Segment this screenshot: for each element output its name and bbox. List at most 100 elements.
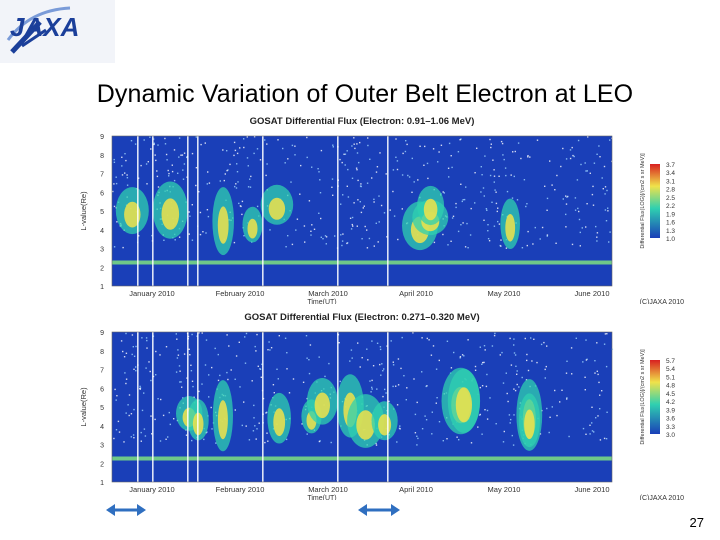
noise-speck: [506, 392, 508, 395]
noise-speck: [249, 178, 251, 180]
noise-speck: [341, 244, 343, 247]
noise-speck: [341, 161, 343, 164]
noise-speck: [543, 341, 545, 344]
double-arrow-icon: [358, 504, 400, 516]
noise-speck: [578, 210, 580, 213]
noise-speck: [455, 206, 457, 209]
noise-speck: [375, 171, 378, 173]
noise-speck: [239, 386, 241, 388]
noise-speck: [438, 151, 440, 153]
noise-speck: [373, 198, 375, 200]
noise-speck: [381, 363, 383, 365]
noise-speck: [175, 371, 178, 373]
noise-speck: [514, 150, 516, 153]
noise-speck: [344, 153, 347, 155]
noise-speck: [113, 161, 116, 163]
noise-speck: [191, 439, 193, 442]
noise-speck: [125, 382, 127, 385]
noise-speck: [400, 367, 402, 370]
colorbar-tick-label: 5.4: [666, 366, 675, 373]
noise-speck: [253, 152, 255, 155]
noise-speck: [355, 167, 358, 169]
y-tick-label: 3: [100, 247, 104, 254]
noise-speck: [340, 203, 342, 205]
noise-speck: [481, 385, 484, 387]
colorbar-tick-label: 1.6: [666, 220, 675, 227]
noise-speck: [201, 332, 203, 334]
noise-speck: [596, 232, 599, 234]
noise-speck: [611, 348, 614, 350]
flux-peak: [455, 387, 472, 423]
noise-speck: [126, 184, 129, 186]
noise-speck: [375, 222, 377, 224]
noise-speck: [133, 408, 135, 411]
x-tick-label: April 2010: [399, 485, 433, 494]
x-tick-label: March 2010: [308, 289, 348, 298]
noise-speck: [113, 246, 116, 248]
noise-speck: [516, 383, 518, 386]
noise-speck: [190, 364, 192, 366]
noise-speck: [352, 225, 354, 227]
noise-speck: [395, 156, 397, 158]
noise-speck: [483, 361, 485, 364]
noise-speck: [318, 440, 321, 443]
noise-speck: [332, 194, 334, 196]
noise-speck: [585, 433, 587, 435]
noise-speck: [324, 235, 327, 237]
noise-speck: [115, 182, 118, 185]
noise-speck: [317, 168, 319, 170]
noise-speck: [495, 202, 498, 205]
noise-speck: [605, 438, 608, 440]
noise-speck: [251, 380, 253, 382]
noise-speck: [325, 236, 328, 238]
noise-speck: [357, 179, 359, 182]
noise-speck: [463, 198, 466, 201]
noise-speck: [160, 398, 162, 401]
chart-panel-2: GOSAT Differential Flux (Electron: 0.271…: [60, 308, 690, 500]
flux-peak: [247, 218, 258, 239]
noise-speck: [163, 239, 165, 241]
noise-speck: [450, 240, 452, 242]
noise-speck: [452, 215, 455, 217]
noise-speck: [371, 340, 373, 342]
noise-speck: [361, 357, 363, 359]
noise-speck: [252, 430, 255, 432]
noise-speck: [143, 428, 146, 430]
noise-speck: [296, 218, 299, 220]
noise-speck: [179, 381, 181, 383]
noise-speck: [181, 154, 184, 156]
noise-speck: [497, 207, 499, 209]
flux-peak: [124, 201, 141, 228]
jaxa-logo-mark: JAXA: [6, 6, 79, 54]
noise-speck: [513, 338, 515, 340]
noise-speck: [569, 157, 572, 160]
noise-speck: [356, 152, 359, 154]
plot-frame: [111, 331, 613, 483]
noise-speck: [302, 381, 305, 383]
noise-speck: [520, 157, 522, 160]
y-tick-label: 3: [100, 443, 104, 450]
noise-speck: [121, 156, 123, 158]
noise-speck: [539, 433, 542, 435]
x-tick-label: May 2010: [488, 289, 521, 298]
noise-speck: [140, 440, 142, 442]
noise-speck: [126, 174, 128, 176]
noise-speck: [117, 420, 120, 423]
noise-speck: [484, 409, 486, 411]
noise-speck: [469, 234, 472, 236]
noise-speck: [402, 152, 404, 155]
noise-speck: [178, 236, 181, 238]
noise-speck: [157, 398, 159, 400]
noise-speck: [178, 156, 180, 158]
noise-speck: [591, 193, 594, 196]
noise-speck: [253, 404, 255, 407]
colorbar-tick-label: 3.7: [666, 162, 675, 169]
noise-speck: [195, 167, 198, 169]
noise-speck: [481, 174, 483, 176]
noise-speck: [115, 176, 117, 178]
noise-speck: [591, 406, 593, 408]
noise-speck: [450, 367, 453, 369]
noise-speck: [574, 209, 577, 211]
noise-speck: [206, 209, 209, 211]
x-axis-label: Time(UT): [307, 495, 336, 500]
